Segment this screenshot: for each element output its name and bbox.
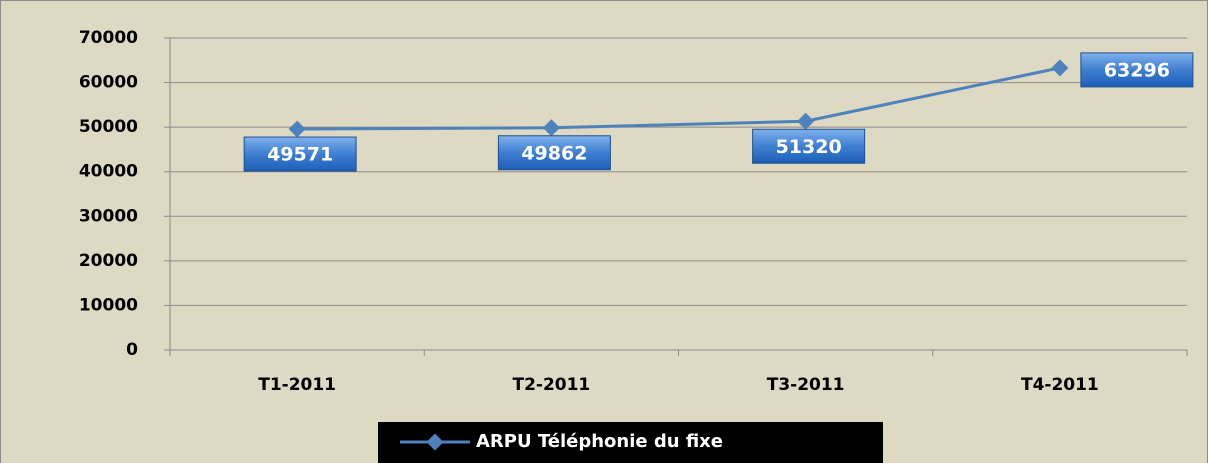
y-tick-label: 0 — [126, 340, 138, 360]
y-tick-label: 40000 — [79, 162, 138, 182]
marker — [797, 112, 815, 130]
data-label-box — [752, 128, 866, 164]
x-tick-label: T2-2011 — [512, 375, 590, 395]
data-label: 49862 — [521, 142, 587, 164]
y-tick-label: 50000 — [79, 117, 138, 137]
data-label: 51320 — [776, 136, 842, 158]
x-tick-label: T3-2011 — [767, 375, 845, 395]
y-tick-label: 30000 — [79, 206, 138, 226]
y-tick-label: 20000 — [79, 251, 138, 271]
x-tick-label: T1-2011 — [258, 375, 336, 395]
legend: ARPU Téléphonie du fixe — [378, 422, 883, 463]
y-tick-label: 70000 — [79, 28, 138, 48]
y-tick-label: 60000 — [79, 73, 138, 93]
data-label-box — [1080, 52, 1194, 88]
data-label: 63296 — [1104, 59, 1170, 81]
x-tick-label: T4-2011 — [1021, 375, 1099, 395]
marker — [542, 119, 560, 137]
series-line — [297, 66, 1061, 131]
legend-label: ARPU Téléphonie du fixe — [476, 431, 723, 452]
data-label-box — [497, 135, 611, 171]
data-label-box — [243, 136, 357, 172]
legend-marker — [426, 433, 444, 451]
data-label: 49571 — [267, 144, 333, 166]
y-tick-label: 10000 — [79, 295, 138, 315]
